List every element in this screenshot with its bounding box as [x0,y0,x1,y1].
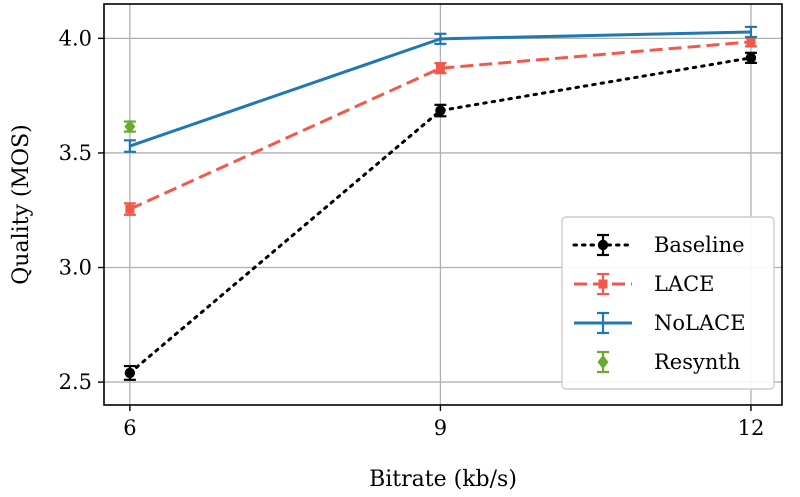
y-tick-label: 4.0 [59,26,92,50]
y-axis-label: Quality (MOS) [9,124,34,284]
series-baseline [123,51,757,381]
legend-label-lace: LACE [654,272,715,296]
axis-ticks: 6 9 12 2.5 3.0 3.5 4.0 [59,26,765,440]
legend-marker-resynth [597,355,609,369]
legend-label-resynth: Resynth [654,350,740,374]
legend-error-bar-nolace [597,311,609,335]
x-axis-label: Bitrate (kb/s) [369,467,517,492]
y-tick-label: 2.5 [59,370,92,394]
data-point-lace [125,204,135,214]
legend-entry-lace: LACE [574,272,715,296]
legend-marker-baseline [597,239,609,251]
error-bar-nolace [434,32,447,45]
legend-entry-nolace: NoLACE [574,311,746,335]
legend-entry-baseline: Baseline [572,233,745,257]
x-tick-label: 6 [123,416,136,440]
plot-frame [103,3,783,406]
error-bar-nolace [123,139,136,153]
legend-entry-resynth: Resynth [597,350,740,374]
data-point-lace [746,37,756,47]
plot-series [123,25,757,381]
y-tick-label: 3.0 [59,256,92,280]
legend-box [561,216,775,390]
data-point-baseline [745,52,757,64]
series-nolace [123,25,757,153]
legend-label-baseline: Baseline [654,233,745,257]
legend-marker-lace [598,279,608,289]
series-resynth [123,119,136,134]
legend-label-nolace: NoLACE [654,311,746,335]
y-tick-label: 3.5 [59,141,92,165]
x-tick-label: 12 [738,416,765,440]
data-point-resynth [124,119,136,134]
error-bar-nolace [744,25,757,39]
data-point-baseline [435,105,446,116]
data-point-lace [435,63,445,73]
x-tick-label: 9 [434,416,447,440]
legend: Baseline LACE NoLACE Resynth [561,216,775,390]
data-point-baseline [124,367,136,379]
